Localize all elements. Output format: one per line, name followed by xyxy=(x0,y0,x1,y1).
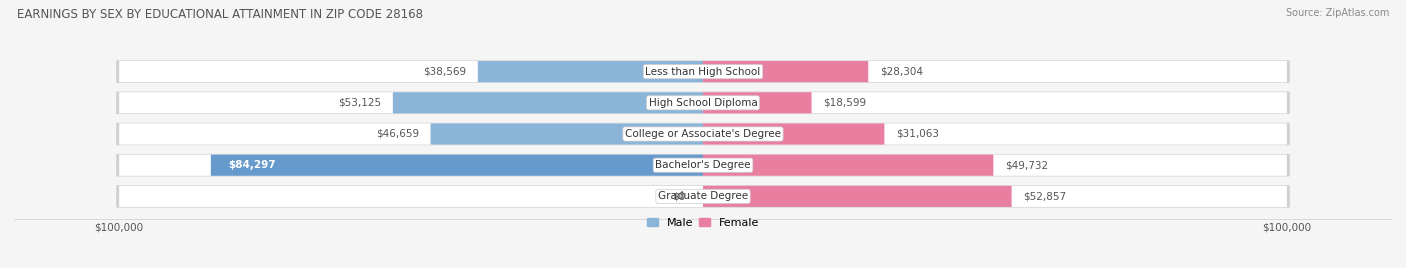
Text: $31,063: $31,063 xyxy=(896,129,939,139)
Text: $52,857: $52,857 xyxy=(1024,191,1066,201)
FancyBboxPatch shape xyxy=(703,123,884,145)
Text: EARNINGS BY SEX BY EDUCATIONAL ATTAINMENT IN ZIP CODE 28168: EARNINGS BY SEX BY EDUCATIONAL ATTAINMEN… xyxy=(17,8,423,21)
FancyBboxPatch shape xyxy=(117,185,1289,208)
Text: $84,297: $84,297 xyxy=(228,160,276,170)
FancyBboxPatch shape xyxy=(117,92,1289,114)
FancyBboxPatch shape xyxy=(211,155,703,176)
FancyBboxPatch shape xyxy=(120,92,1286,113)
Text: $0: $0 xyxy=(672,191,686,201)
FancyBboxPatch shape xyxy=(430,123,703,145)
Text: $28,304: $28,304 xyxy=(880,67,922,77)
FancyBboxPatch shape xyxy=(478,61,703,82)
Text: $18,599: $18,599 xyxy=(824,98,866,108)
Text: Bachelor's Degree: Bachelor's Degree xyxy=(655,160,751,170)
Text: High School Diploma: High School Diploma xyxy=(648,98,758,108)
FancyBboxPatch shape xyxy=(703,92,811,113)
Text: $53,125: $53,125 xyxy=(337,98,381,108)
FancyBboxPatch shape xyxy=(703,61,869,82)
Legend: Male, Female: Male, Female xyxy=(647,218,759,228)
FancyBboxPatch shape xyxy=(120,123,1286,145)
FancyBboxPatch shape xyxy=(703,155,994,176)
Text: Graduate Degree: Graduate Degree xyxy=(658,191,748,201)
FancyBboxPatch shape xyxy=(117,154,1289,176)
FancyBboxPatch shape xyxy=(120,61,1286,82)
FancyBboxPatch shape xyxy=(392,92,703,113)
Text: $38,569: $38,569 xyxy=(423,67,467,77)
FancyBboxPatch shape xyxy=(120,155,1286,176)
FancyBboxPatch shape xyxy=(703,186,1011,207)
Text: Less than High School: Less than High School xyxy=(645,67,761,77)
FancyBboxPatch shape xyxy=(117,60,1289,83)
Text: College or Associate's Degree: College or Associate's Degree xyxy=(626,129,780,139)
Text: Source: ZipAtlas.com: Source: ZipAtlas.com xyxy=(1285,8,1389,18)
Text: $49,732: $49,732 xyxy=(1005,160,1047,170)
Text: $46,659: $46,659 xyxy=(375,129,419,139)
FancyBboxPatch shape xyxy=(117,123,1289,145)
FancyBboxPatch shape xyxy=(120,186,1286,207)
